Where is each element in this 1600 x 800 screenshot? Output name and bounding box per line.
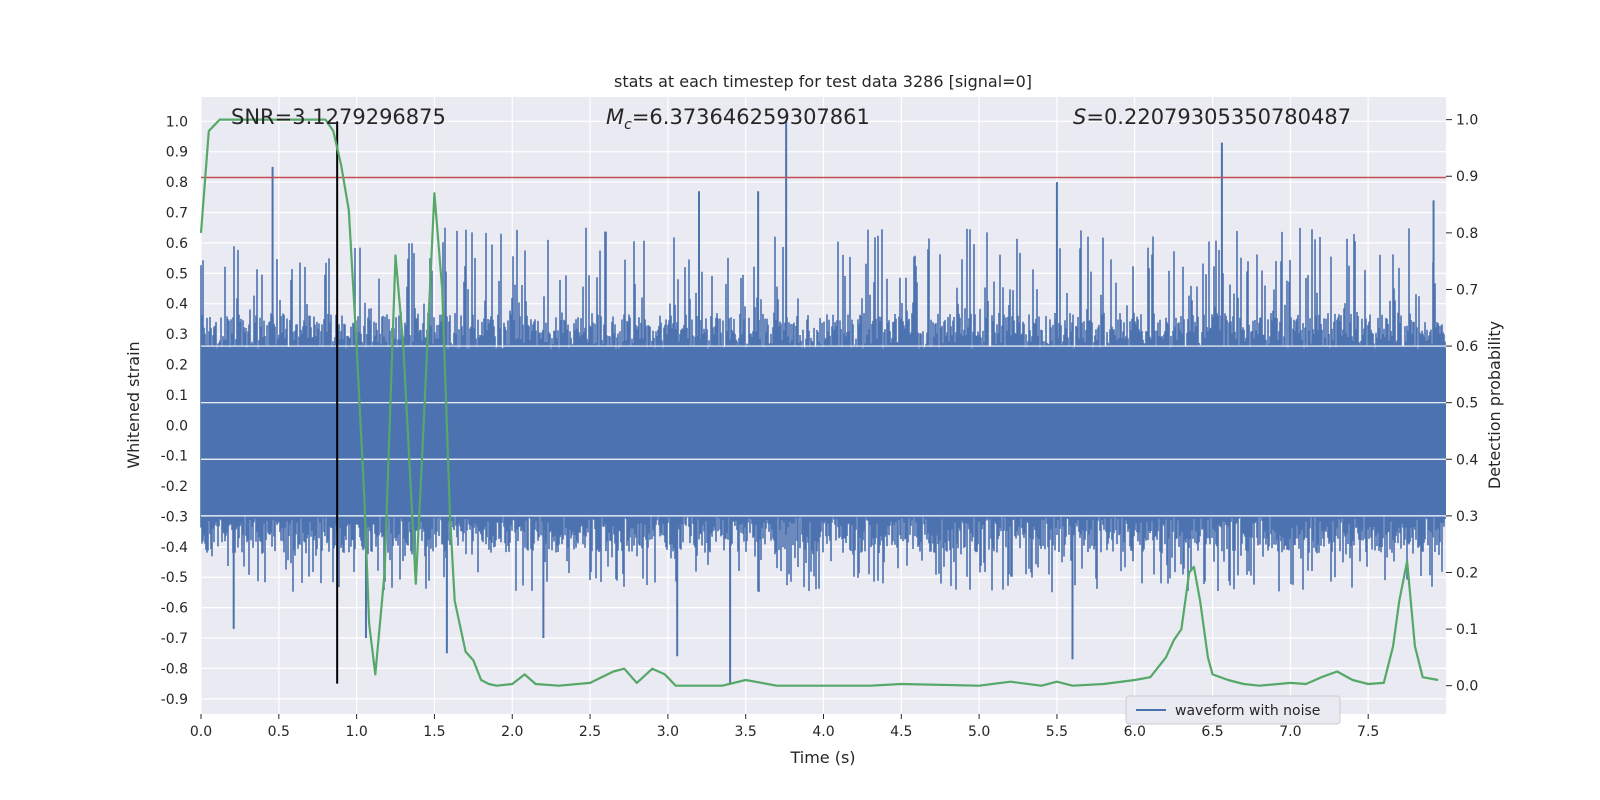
y-tick-label: 0.0 <box>166 418 188 434</box>
y-tick-label: -0.2 <box>161 479 188 495</box>
y-tick-label: 0.7 <box>166 205 188 221</box>
chart-title: stats at each timestep for test data 328… <box>614 72 1032 91</box>
y2-tick-label: 0.7 <box>1456 282 1478 298</box>
y-tick-label: -0.3 <box>161 509 188 525</box>
y-tick-label: 0.8 <box>166 175 188 191</box>
y-tick-label: -0.8 <box>161 661 188 677</box>
y2-tick-label: 0.0 <box>1456 679 1478 695</box>
x-tick-label: 6.0 <box>1124 724 1146 740</box>
x-axis-label: Time (s) <box>789 748 855 767</box>
y-tick-label: 0.4 <box>166 297 188 313</box>
y2-tick-label: 0.9 <box>1456 169 1478 185</box>
y-tick-label: 0.2 <box>166 357 188 373</box>
y-tick-label: 1.0 <box>166 114 188 130</box>
y2-tick-label: 1.0 <box>1456 113 1478 129</box>
x-tick-label: 4.5 <box>890 724 912 740</box>
chirp-mass-value: =6.373646259307861 <box>632 105 870 129</box>
y2-tick-label: 0.4 <box>1456 452 1478 468</box>
chirp-mass-subscript: c <box>624 117 632 133</box>
x-tick-label: 3.5 <box>735 724 757 740</box>
y-tick-label: 0.9 <box>166 145 188 161</box>
legend-label: waveform with noise <box>1175 703 1320 719</box>
y2-tick-label: 0.3 <box>1456 509 1478 525</box>
legend-box <box>1125 695 1341 725</box>
x-tick-label: 2.5 <box>579 724 601 740</box>
ticks: 0.0 0.5 1.0 1.5 2.0 2.5 3.0 3.5 4.0 4.5 5.0 5.5 6.0 6… <box>161 113 1479 740</box>
x-tick-label: 7.5 <box>1357 724 1379 740</box>
overlays <box>199 118 1446 687</box>
s-annotation: S=0.22079305350780487 <box>1073 105 1351 129</box>
x-tick-label: 5.0 <box>968 724 990 740</box>
x-tick-label: 7.0 <box>1279 724 1301 740</box>
y-tick-label: -0.1 <box>161 449 188 465</box>
y-tick-label: 0.5 <box>166 266 188 282</box>
y2-tick-label: 0.1 <box>1456 622 1478 638</box>
y-tick-label: -0.5 <box>161 570 188 586</box>
x-tick-label: 2.0 <box>501 724 523 740</box>
x-tick-label: 0.5 <box>268 724 290 740</box>
y2-tick-label: 0.6 <box>1456 339 1478 355</box>
s-symbol: S <box>1073 105 1086 129</box>
x-tick-label: 6.5 <box>1201 724 1223 740</box>
legend: waveform with noise <box>1125 695 1341 725</box>
y2-tick-label: 0.5 <box>1456 396 1478 412</box>
y-tick-label: -0.9 <box>161 692 188 708</box>
x-tick-label: 4.0 <box>812 724 834 740</box>
detection-probability-line <box>199 118 1439 687</box>
y-tick-label: 0.3 <box>166 327 188 343</box>
chirp-mass-symbol: M <box>606 105 624 129</box>
y2-axis-label: Detection probability <box>1485 321 1504 489</box>
y-tick-label: 0.6 <box>166 236 188 252</box>
x-tick-label: 1.0 <box>345 724 367 740</box>
y-tick-label: -0.4 <box>161 540 188 556</box>
y2-tick-label: 0.2 <box>1456 565 1478 581</box>
y-tick-label: 0.1 <box>166 388 188 404</box>
snr-annotation: SNR=3.1279296875 <box>231 105 446 129</box>
y-tick-label: -0.7 <box>161 631 188 647</box>
strain-series <box>200 121 1446 684</box>
x-tick-label: 0.0 <box>190 724 212 740</box>
x-tick-label: 1.5 <box>423 724 445 740</box>
s-value: =0.22079305350780487 <box>1086 105 1351 129</box>
x-tick-label: 5.5 <box>1046 724 1068 740</box>
y-axis-label: Whitened strain <box>124 341 143 468</box>
y-tick-label: -0.6 <box>161 601 188 617</box>
y2-tick-label: 0.8 <box>1456 226 1478 242</box>
chirp-mass-annotation: Mc=6.373646259307861 <box>606 105 870 133</box>
x-tick-label: 3.0 <box>657 724 679 740</box>
